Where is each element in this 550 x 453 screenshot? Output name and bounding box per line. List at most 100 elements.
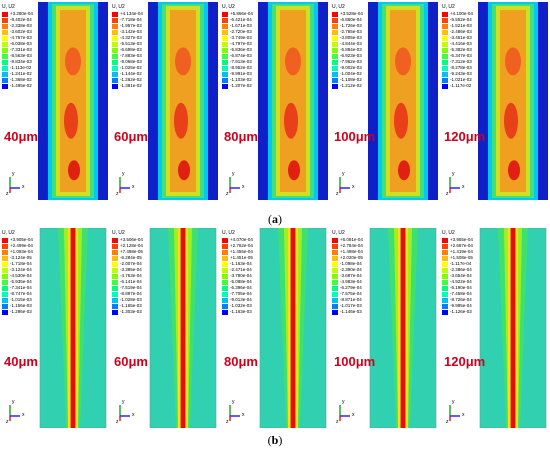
legend-value: -1.025e-02 — [120, 65, 142, 70]
displacement-contour-field — [148, 228, 218, 428]
legend-row: +1.419e-04 — [442, 249, 490, 255]
legend-swatch — [332, 71, 338, 77]
legend-swatch — [442, 17, 448, 23]
legend-value: -9.834e-03 — [10, 59, 32, 64]
legend-value: -7.519e-04 — [120, 285, 142, 290]
legend-value: -6.421e-04 — [230, 17, 252, 22]
mesh-size-label: 80μm — [224, 128, 258, 144]
legend-row: -6.141e-04 — [112, 279, 160, 285]
legend-row: -8.952e-03 — [222, 65, 270, 71]
legend-value: +1.419e-04 — [450, 249, 473, 254]
contour-legend: U, U2 +3.280e-04 -9.402e-04 -2.338e-03 -3.60… — [2, 4, 50, 89]
legend-value: -1.156e-03 — [10, 303, 32, 308]
legend-swatch — [332, 279, 338, 285]
legend-value: -1.004e-02 — [340, 71, 362, 76]
legend-row: -8.871e-04 — [332, 297, 380, 303]
legend-row: +4.100e-04 — [442, 11, 490, 17]
legend-swatch — [222, 77, 228, 83]
legend-title: U, U2 — [2, 4, 15, 10]
axis-y-label: y — [452, 399, 455, 405]
legend-swatch — [442, 47, 448, 53]
legend-swatch — [332, 249, 338, 255]
displacement-contour-field — [258, 228, 328, 428]
caption-b: (b) — [267, 433, 283, 447]
legend-row: -9.243e-03 — [442, 71, 490, 77]
legend-value: -8.897e-04 — [120, 291, 142, 296]
legend-swatch — [2, 83, 8, 89]
contour-legend: U, U2 +3.506e-04 +2.128e-04 +7.498e-05 -6.28… — [112, 230, 160, 315]
axis-z-label: z — [336, 191, 339, 197]
legend-row: -7.962e-03 — [332, 59, 380, 65]
legend-row: -1.163e-04 — [222, 261, 270, 267]
legend-row: -1.212e-02 — [332, 83, 380, 89]
legend-row: -6.347e-03 — [442, 53, 490, 59]
legend-value: +6.091e-04 — [340, 237, 363, 242]
legend-row: +2.762e-04 — [222, 243, 270, 249]
axis-triad-icon: x y z — [226, 399, 246, 425]
legend-value: -1.126e-03 — [450, 309, 472, 314]
legend-row: -7.341e-04 — [2, 285, 50, 291]
legend-value: -4.530e-04 — [10, 273, 32, 278]
legend-value: -7.331e-03 — [10, 47, 32, 52]
axis-x-label: x — [22, 412, 25, 418]
legend-value: -1.368e-02 — [10, 77, 32, 82]
legend-swatch — [112, 285, 118, 291]
axis-triad-icon: x y z — [446, 171, 466, 197]
legend-row: -5.935e-04 — [2, 279, 50, 285]
legend-row: +3.506e-04 — [112, 237, 160, 243]
legend-swatch — [332, 285, 338, 291]
legend-swatch — [332, 255, 338, 261]
legend-row: -7.705e-04 — [222, 291, 270, 297]
legend-row: -1.021e-02 — [442, 77, 490, 83]
axis-x-label: x — [132, 412, 135, 418]
legend-value: -6.396e-04 — [230, 285, 252, 290]
legend-row: -1.521e-03 — [442, 23, 490, 29]
axis-z-label: z — [6, 419, 9, 425]
legend-row: -5.513e-03 — [112, 41, 160, 47]
legend-row: -1.144e-02 — [112, 71, 160, 77]
axis-y-label: y — [122, 399, 125, 405]
legend-row: -5.836e-03 — [222, 47, 270, 53]
legend-swatch — [442, 71, 448, 77]
legend-swatch — [442, 243, 448, 249]
legend-swatch — [112, 17, 118, 23]
panel-b-120um: U, U2 +3.955e-04 +2.687e-04 +1.419e-04 +1.50… — [440, 228, 548, 428]
contour-legend: U, U2 +3.955e-04 +2.687e-04 +1.419e-04 +1.50… — [442, 230, 490, 315]
legend-value: -4.763e-04 — [120, 273, 142, 278]
legend-row: -2.386e-04 — [442, 267, 490, 273]
legend-swatch — [2, 267, 8, 273]
legend-value: -4.983e-04 — [340, 279, 362, 284]
legend-row: -6.279e-04 — [332, 285, 380, 291]
axis-z-label: z — [226, 191, 229, 197]
legend-title: U, U2 — [2, 230, 15, 236]
legend-row: -1.165e-03 — [112, 303, 160, 309]
legend-value: -1.303e-03 — [120, 309, 142, 314]
legend-row: +2.687e-04 — [442, 243, 490, 249]
axis-y-label: y — [122, 171, 125, 177]
legend-value: +2.020e-05 — [340, 255, 363, 260]
legend-swatch — [442, 53, 448, 59]
legend-row: -1.262e-02 — [112, 77, 160, 83]
legend-value: +4.134e-04 — [120, 11, 143, 16]
legend-value: -1.103e-02 — [230, 77, 252, 82]
legend-title: U, U2 — [442, 230, 455, 236]
axis-x-label: x — [22, 184, 25, 190]
legend-swatch — [112, 77, 118, 83]
legend-value: -3.749e-03 — [230, 35, 252, 40]
panel-b-40um: U, U2 +3.905e-04 +2.499e-04 +1.093e-04 -3.12… — [0, 228, 108, 428]
legend-title: U, U2 — [332, 230, 345, 236]
legend-row: -3.451e-03 — [442, 35, 490, 41]
legend-row: -5.884e-03 — [332, 47, 380, 53]
legend-value: -4.844e-03 — [340, 41, 362, 46]
legend-row: -1.028e-03 — [112, 297, 160, 303]
legend-value: -7.458e-04 — [450, 291, 472, 296]
legend-swatch — [442, 77, 448, 83]
legend-swatch — [222, 47, 228, 53]
legend-row: -1.241e-02 — [2, 71, 50, 77]
legend-value: -1.241e-02 — [10, 71, 32, 76]
axis-z-label: z — [116, 191, 119, 197]
legend-value: -1.113e-02 — [10, 65, 32, 70]
legend-value: -1.521e-03 — [450, 23, 472, 28]
displacement-contour-field — [258, 2, 328, 200]
legend-value: -6.923e-03 — [340, 53, 362, 58]
